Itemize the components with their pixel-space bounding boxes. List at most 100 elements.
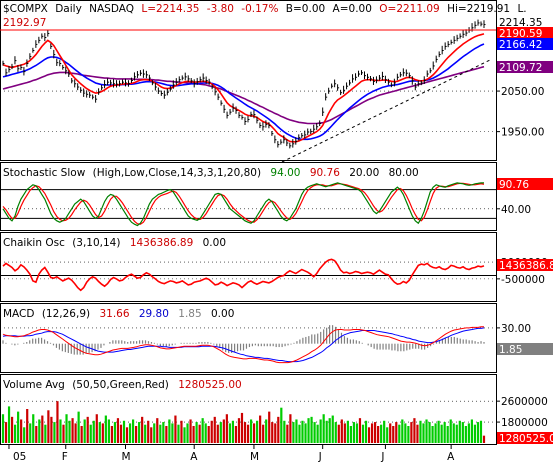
ask-label: A=0.00 xyxy=(333,3,372,15)
x-tick-label: A xyxy=(190,451,198,463)
x-tick-label: M xyxy=(250,451,259,463)
volume-bar xyxy=(20,419,23,443)
chaikin-panel-frame xyxy=(0,232,497,302)
volume-bar xyxy=(14,424,17,443)
chaikin-title: Chaikin Osc xyxy=(3,237,65,249)
volume-bar xyxy=(404,423,407,443)
low-label: L. xyxy=(517,3,526,15)
volume-bar xyxy=(98,422,101,443)
volume-ytick-1-label: 1800000 xyxy=(501,417,548,429)
volume-bar xyxy=(56,401,59,443)
volume-bar xyxy=(304,423,307,443)
volume-bar xyxy=(71,418,74,443)
volume-bar xyxy=(86,416,89,443)
volume-bar xyxy=(343,423,346,443)
volume-bar xyxy=(286,424,289,443)
stochastic-title: Stochastic Slow xyxy=(3,167,86,179)
volume-bar xyxy=(240,412,244,443)
volume-bar xyxy=(92,420,95,443)
volume-bar xyxy=(334,422,337,443)
price-value-1-text: 2190.59 xyxy=(499,28,542,40)
volume-bar xyxy=(62,424,65,443)
volume-bar xyxy=(159,424,162,443)
volume-bar xyxy=(104,415,107,443)
high-label: Hi=2219.91 xyxy=(447,3,510,15)
volume-bar xyxy=(310,416,313,443)
volume-bar xyxy=(292,422,295,443)
volume-bar xyxy=(455,424,458,443)
volume-bar xyxy=(107,419,110,443)
volume-bar xyxy=(407,426,410,443)
price-gridlines xyxy=(0,90,496,132)
volume-bar xyxy=(35,426,38,443)
volume-bar xyxy=(29,423,32,443)
volume-bar xyxy=(183,427,186,443)
volume-bar xyxy=(141,416,144,443)
stochastic-header: Stochastic Slow (High,Low,Close,14,3,3,1… xyxy=(3,167,419,179)
price-value-2-text: 2166.42 xyxy=(499,39,542,51)
stochastic-series xyxy=(2,182,485,227)
volume-bar xyxy=(119,424,123,443)
volume-bar xyxy=(437,420,440,443)
x-axis: 05 F M A M J J A xyxy=(8,445,455,463)
volume-bar xyxy=(352,422,356,443)
macd-extra: 0.00 xyxy=(211,308,234,320)
volume-bar xyxy=(4,422,8,443)
macd-params: (12,26,9) xyxy=(42,308,90,320)
volume-bar xyxy=(10,416,14,443)
volume-bar xyxy=(177,424,180,443)
volume-bar xyxy=(65,414,68,443)
volume-bar xyxy=(7,406,11,443)
volume-bar xyxy=(59,419,62,443)
macd-ytick-label: 30.00 xyxy=(501,323,531,335)
volume-bar xyxy=(174,415,177,443)
chaikin-header: Chaikin Osc (3,10,14) 1436386.89 0.00 xyxy=(3,237,226,249)
volume-bar xyxy=(473,424,477,443)
volume-bar xyxy=(32,414,35,443)
macd-signal-value: 29.80 xyxy=(139,308,169,320)
macd-value-text: 1.85 xyxy=(499,344,522,356)
volume-bar xyxy=(216,424,219,443)
chaikin-ytick-1-label: -500000 xyxy=(501,274,545,286)
volume-panel: Volume Avg (50,50,Green,Red) 1280525.00 xyxy=(0,374,497,445)
macd-value-box xyxy=(497,343,553,355)
volume-bar xyxy=(419,420,422,443)
volume-header: Volume Avg (50,50,Green,Red) 1280525.00 xyxy=(3,379,242,391)
volume-bars xyxy=(1,401,486,443)
volume-bar xyxy=(83,419,86,443)
volume-bar xyxy=(280,407,283,443)
macd-panel-frame xyxy=(0,303,497,373)
price-value-3-box xyxy=(497,61,553,73)
volume-bar xyxy=(268,411,271,443)
volume-bar xyxy=(26,409,29,443)
volume-bar xyxy=(171,423,174,443)
volume-bar xyxy=(289,414,292,443)
ma-blue-line xyxy=(2,43,485,141)
stochastic-value-box xyxy=(497,178,553,190)
price-series xyxy=(2,19,486,149)
volume-bar xyxy=(50,416,53,443)
symbol-label: $COMPX xyxy=(3,3,48,15)
volume-bar xyxy=(231,420,235,443)
macd-panel: MACD (12,26,9) 31.66 29.80 1.85 0.00 xyxy=(0,303,497,373)
volume-bar xyxy=(355,423,359,443)
volume-bar xyxy=(101,423,104,443)
volume-bar xyxy=(377,426,380,443)
volume-bar xyxy=(131,419,135,443)
volume-ytick-0-label: 2600000 xyxy=(501,396,548,408)
stochastic-k-value: 94.00 xyxy=(270,167,300,179)
volume-bar xyxy=(147,420,150,443)
volume-bar xyxy=(180,420,183,443)
chaikin-series xyxy=(2,258,485,292)
volume-bar xyxy=(479,420,483,443)
volume-value-box xyxy=(497,432,553,444)
volume-bar xyxy=(162,422,165,443)
volume-bar xyxy=(186,423,189,443)
volume-title: Volume Avg xyxy=(3,379,65,391)
macd-histogram xyxy=(2,325,485,355)
volume-bar xyxy=(283,420,286,443)
open-label: O=2211.09 xyxy=(379,3,439,15)
